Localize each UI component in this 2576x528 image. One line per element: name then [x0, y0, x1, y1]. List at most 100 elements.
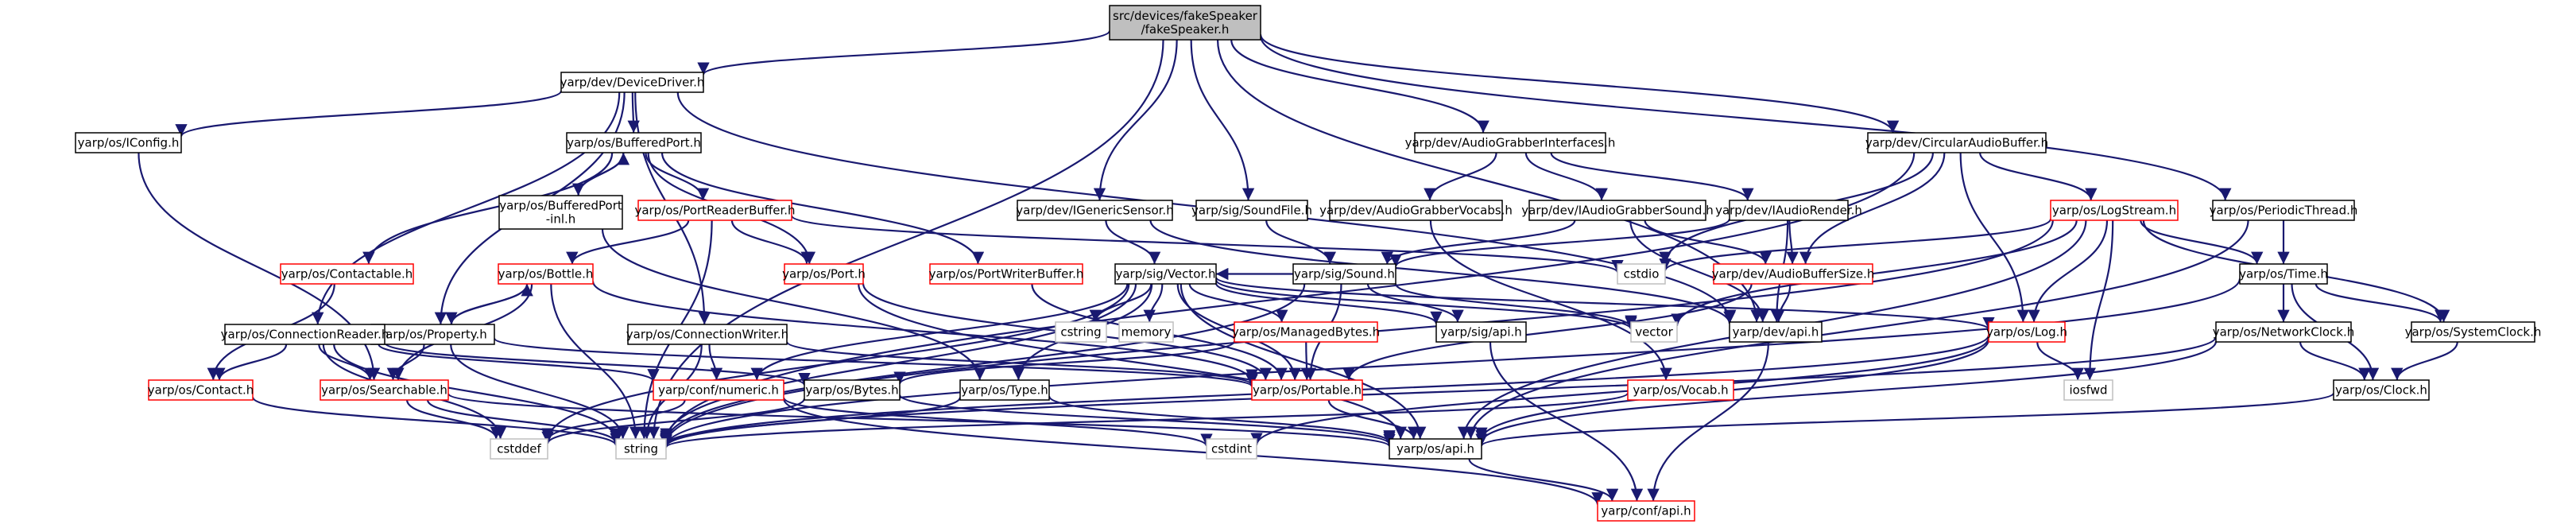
- node-label: yarp/os/Clock.h: [2335, 383, 2427, 398]
- edge-bufferedport-to-portwriterbuffer: [660, 152, 985, 265]
- node-box: [560, 72, 704, 93]
- node-box: [1435, 321, 1527, 343]
- node-box: [1528, 200, 1706, 221]
- node-vocab[interactable]: yarp/os/Vocab.h: [1627, 379, 1734, 401]
- node-box: [1867, 132, 2047, 153]
- node-label: yarp/os/BufferedPort: [499, 199, 622, 213]
- node-sound[interactable]: yarp/sig/Sound.h: [1292, 263, 1396, 285]
- edge-managedbytes-to-portable: [1300, 341, 1313, 381]
- node-portable[interactable]: yarp/os/Portable.h: [1251, 379, 1363, 401]
- node-managedbytes[interactable]: yarp/os/ManagedBytes.h: [1232, 321, 1380, 343]
- node-label: yarp/os/Time.h: [2239, 267, 2328, 281]
- node-box: [804, 379, 901, 401]
- node-label: cstddef: [497, 442, 541, 456]
- node-label: yarp/os/SystemClock.h: [2405, 325, 2542, 340]
- node-confapi[interactable]: yarp/conf/api.h: [1597, 500, 1695, 522]
- node-contactable[interactable]: yarp/os/Contactable.h: [280, 263, 414, 285]
- node-bytes[interactable]: yarp/os/Bytes.h: [804, 379, 901, 401]
- edge-circularaudiobuffer-to-logstream: [1979, 152, 2098, 201]
- edge-connectionwriter-to-portable: [785, 340, 1258, 386]
- node-devicedriver[interactable]: yarp/dev/DeviceDriver.h: [560, 72, 705, 93]
- node-property[interactable]: yarp/os/Property.h: [370, 324, 495, 345]
- node-cstdio[interactable]: cstdio: [1617, 263, 1666, 285]
- node-vector[interactable]: yarp/sig/Vector.h: [1114, 263, 1217, 285]
- node-iaudiograbbersound[interactable]: yarp/dev/IAudioGrabberSound.h: [1521, 200, 1714, 221]
- node-stdvector[interactable]: vector: [1630, 321, 1678, 343]
- node-memory[interactable]: memory: [1118, 321, 1174, 343]
- node-bufferedportinl[interactable]: yarp/os/BufferedPort-inl.h: [498, 195, 623, 230]
- node-label: yarp/dev/AudioBufferSize.h: [1712, 267, 1875, 281]
- node-portreaderbuffer[interactable]: yarp/os/PortReaderBuffer.h: [634, 200, 796, 221]
- node-label: /fakeSpeaker.h: [1141, 22, 1230, 37]
- edge-time-to-string: [660, 278, 2241, 447]
- node-contact[interactable]: yarp/os/Contact.h: [148, 379, 254, 401]
- node-logstream[interactable]: yarp/os/LogStream.h: [2050, 200, 2179, 221]
- edge-networkclock-to-clock: [2299, 341, 2371, 381]
- node-string[interactable]: string: [615, 438, 667, 460]
- node-osapi[interactable]: yarp/os/api.h: [1389, 438, 1482, 460]
- node-type[interactable]: yarp/os/Type.h: [959, 379, 1050, 401]
- node-portwriterbuffer[interactable]: yarp/os/PortWriterBuffer.h: [929, 263, 1084, 285]
- node-label: vector: [1635, 325, 1673, 340]
- node-box: [1017, 200, 1173, 221]
- node-box: [627, 324, 788, 345]
- node-clock[interactable]: yarp/os/Clock.h: [2333, 379, 2430, 401]
- node-label: -inl.h: [546, 212, 576, 227]
- node-connectionwriter[interactable]: yarp/os/ConnectionWriter.h: [626, 324, 788, 345]
- node-log[interactable]: yarp/os/Log.h: [1986, 321, 2067, 343]
- edge-connectionreader-to-searchable: [318, 344, 377, 381]
- node-connectionreader[interactable]: yarp/os/ConnectionReader.h: [221, 324, 389, 345]
- node-label: yarp/dev/DeviceDriver.h: [560, 76, 705, 90]
- node-box: [1206, 438, 1257, 460]
- edge-circularaudiobuffer-to-audiobuffersize: [1799, 152, 1946, 265]
- edge-devicedriver-to-iconfig: [175, 90, 563, 138]
- edge-managedbytes-to-bytes: [893, 340, 1236, 385]
- node-networkclock[interactable]: yarp/os/NetworkClock.h: [2213, 321, 2355, 343]
- edge-bufferedportinl-to-bufferedport: [577, 152, 630, 196]
- node-box: [2333, 379, 2430, 401]
- node-cstring[interactable]: cstring: [1055, 321, 1107, 343]
- edge-vector-to-managedbytes: [1188, 283, 1288, 323]
- node-time[interactable]: yarp/os/Time.h: [2239, 263, 2328, 285]
- node-audiograbberinterfaces[interactable]: yarp/dev/AudioGrabberInterfaces.h: [1405, 132, 1616, 153]
- node-igenericsensor[interactable]: yarp/dev/IGenericSensor.h: [1016, 200, 1174, 221]
- node-iosfwd[interactable]: iosfwd: [2063, 379, 2113, 401]
- node-sigapi[interactable]: yarp/sig/api.h: [1435, 321, 1527, 343]
- edge-portreaderbuffer-to-bottle: [566, 219, 690, 265]
- node-iconfig[interactable]: yarp/os/IConfig.h: [75, 132, 182, 153]
- node-circularaudiobuffer[interactable]: yarp/dev/CircularAudioBuffer.h: [1865, 132, 2048, 153]
- node-soundfile[interactable]: yarp/sig/SoundFile.h: [1191, 200, 1312, 221]
- node-box: [370, 324, 495, 345]
- edge-devapi-to-confapi: [1647, 341, 1770, 502]
- node-systemclock[interactable]: yarp/os/SystemClock.h: [2405, 321, 2542, 343]
- edge-time-to-systemclock: [2315, 283, 2447, 323]
- edge-log-to-iosfwd: [2036, 341, 2084, 381]
- edge-networkclock-to-string: [660, 336, 2218, 448]
- edge-searchable-to-osapi: [447, 393, 1396, 448]
- node-periodicthread[interactable]: yarp/os/PeriodicThread.h: [2210, 200, 2358, 221]
- node-label: yarp/conf/numeric.h: [658, 383, 779, 398]
- node-iaudiorender[interactable]: yarp/dev/IAudioRender.h: [1715, 200, 1862, 221]
- edge-property-to-bottle: [450, 283, 533, 325]
- node-root[interactable]: src/devices/fakeSpeaker/fakeSpeaker.h: [1109, 5, 1261, 41]
- node-cstdint[interactable]: cstdint: [1206, 438, 1257, 460]
- node-audiograbbervocabs[interactable]: yarp/dev/AudioGrabberVocabs.h: [1319, 200, 1513, 221]
- node-label: yarp/sig/SoundFile.h: [1191, 204, 1312, 218]
- node-bottle[interactable]: yarp/os/Bottle.h: [498, 263, 594, 285]
- node-box: [1597, 500, 1695, 522]
- node-box: [2411, 321, 2535, 343]
- node-numeric[interactable]: yarp/conf/numeric.h: [653, 379, 784, 401]
- edge-igenericsensor-to-devapi: [1149, 219, 1736, 324]
- node-cstddef[interactable]: cstddef: [490, 438, 548, 460]
- node-label: yarp/dev/CircularAudioBuffer.h: [1865, 136, 2048, 150]
- node-bufferedport[interactable]: yarp/os/BufferedPort.h: [566, 132, 702, 153]
- edge-iaudiorender-to-audiobuffersize: [1786, 219, 1799, 265]
- node-port[interactable]: yarp/os/Port.h: [782, 263, 866, 285]
- node-devapi[interactable]: yarp/dev/api.h: [1729, 321, 1823, 343]
- node-label: yarp/os/Searchable.h: [321, 383, 447, 398]
- node-box: [1292, 263, 1396, 285]
- edge-periodicthread-to-osapi: [1464, 219, 2249, 440]
- node-searchable[interactable]: yarp/os/Searchable.h: [320, 379, 449, 401]
- node-audiobuffersize[interactable]: yarp/dev/AudioBufferSize.h: [1712, 263, 1875, 285]
